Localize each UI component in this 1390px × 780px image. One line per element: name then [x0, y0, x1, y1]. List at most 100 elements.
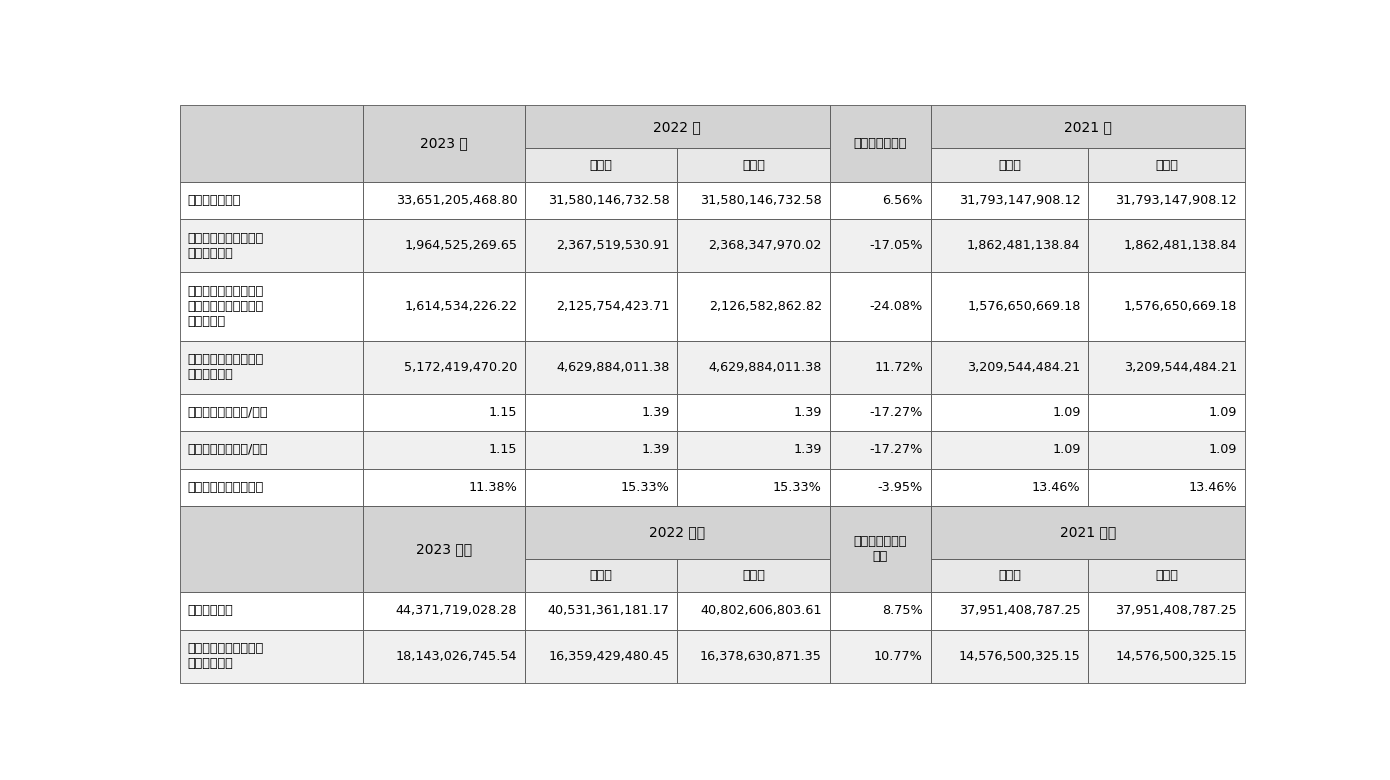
Text: 1.39: 1.39 — [794, 406, 821, 419]
Text: 1.09: 1.09 — [1209, 443, 1237, 456]
Bar — [677, 148, 830, 182]
Bar — [830, 506, 931, 592]
Text: 2,368,347,970.02: 2,368,347,970.02 — [709, 239, 821, 252]
Bar — [677, 219, 830, 272]
Text: 16,378,630,871.35: 16,378,630,871.35 — [701, 650, 821, 663]
Bar — [677, 629, 830, 682]
Text: 1.09: 1.09 — [1209, 406, 1237, 419]
Bar — [830, 592, 931, 629]
Text: 14,576,500,325.15: 14,576,500,325.15 — [959, 650, 1080, 663]
Bar — [179, 105, 363, 182]
Bar — [363, 105, 525, 182]
Bar — [677, 394, 830, 431]
Bar — [830, 394, 931, 431]
Text: 归属于上市公司股东的
净资产（元）: 归属于上市公司股东的 净资产（元） — [188, 642, 264, 670]
Bar — [179, 219, 363, 272]
Text: 2022 年: 2022 年 — [653, 120, 701, 133]
Bar — [677, 592, 830, 629]
Bar — [931, 105, 1245, 148]
Bar — [931, 469, 1088, 506]
Text: 营业收入（元）: 营业收入（元） — [188, 194, 240, 207]
Bar — [179, 629, 363, 682]
Bar — [1088, 629, 1245, 682]
Bar — [179, 394, 363, 431]
Text: -17.27%: -17.27% — [870, 443, 923, 456]
Bar — [179, 341, 363, 394]
Bar — [1088, 431, 1245, 469]
Bar — [677, 431, 830, 469]
Text: 经营活动产生的现金流
量净额（元）: 经营活动产生的现金流 量净额（元） — [188, 353, 264, 381]
Bar — [830, 219, 931, 272]
Text: 31,793,147,908.12: 31,793,147,908.12 — [1115, 194, 1237, 207]
Text: 33,651,205,468.80: 33,651,205,468.80 — [396, 194, 517, 207]
Text: 1.15: 1.15 — [489, 406, 517, 419]
Text: 1.39: 1.39 — [641, 443, 670, 456]
Text: 调整后: 调整后 — [742, 569, 764, 582]
Text: 4,629,884,011.38: 4,629,884,011.38 — [709, 361, 821, 374]
Text: 本年比上年增减: 本年比上年增减 — [853, 137, 906, 150]
Bar — [931, 148, 1088, 182]
Bar — [1088, 182, 1245, 219]
Bar — [830, 182, 931, 219]
Text: 31,793,147,908.12: 31,793,147,908.12 — [959, 194, 1080, 207]
Text: 1,862,481,138.84: 1,862,481,138.84 — [967, 239, 1080, 252]
Text: 调整前: 调整前 — [998, 569, 1020, 582]
Text: 稀释每股收益（元/股）: 稀释每股收益（元/股） — [188, 443, 268, 456]
Bar — [677, 341, 830, 394]
Bar — [179, 182, 363, 219]
Text: 调整前: 调整前 — [998, 158, 1020, 172]
Bar — [677, 469, 830, 506]
Text: 调整后: 调整后 — [1155, 158, 1177, 172]
Text: 40,531,361,181.17: 40,531,361,181.17 — [548, 604, 670, 618]
Text: 3,209,544,484.21: 3,209,544,484.21 — [1125, 361, 1237, 374]
Text: 14,576,500,325.15: 14,576,500,325.15 — [1115, 650, 1237, 663]
Bar — [931, 341, 1088, 394]
Text: 2022 年末: 2022 年末 — [649, 526, 705, 540]
Bar — [1088, 272, 1245, 341]
Bar — [525, 592, 677, 629]
Text: 31,580,146,732.58: 31,580,146,732.58 — [548, 194, 670, 207]
Bar — [525, 219, 677, 272]
Text: 11.38%: 11.38% — [468, 480, 517, 494]
Text: 2023 年末: 2023 年末 — [416, 542, 473, 556]
Text: 15.33%: 15.33% — [620, 480, 670, 494]
Bar — [1088, 148, 1245, 182]
Text: 2021 年末: 2021 年末 — [1059, 526, 1116, 540]
Text: 37,951,408,787.25: 37,951,408,787.25 — [1115, 604, 1237, 618]
Bar — [363, 394, 525, 431]
Text: 10.77%: 10.77% — [874, 650, 923, 663]
Bar — [525, 506, 830, 559]
Bar — [179, 592, 363, 629]
Text: 18,143,026,745.54: 18,143,026,745.54 — [396, 650, 517, 663]
Text: 6.56%: 6.56% — [883, 194, 923, 207]
Text: 调整后: 调整后 — [742, 158, 764, 172]
Bar — [525, 559, 677, 592]
Text: 调整后: 调整后 — [1155, 569, 1177, 582]
Text: 归属于上市公司股东的
扣除非经常性损益的净
利润（元）: 归属于上市公司股东的 扣除非经常性损益的净 利润（元） — [188, 285, 264, 328]
Text: 基本每股收益（元/股）: 基本每股收益（元/股） — [188, 406, 268, 419]
Bar — [830, 469, 931, 506]
Bar — [830, 105, 931, 182]
Text: 3,209,544,484.21: 3,209,544,484.21 — [967, 361, 1080, 374]
Bar — [525, 105, 830, 148]
Text: 40,802,606,803.61: 40,802,606,803.61 — [701, 604, 821, 618]
Bar — [363, 272, 525, 341]
Text: 8.75%: 8.75% — [883, 604, 923, 618]
Bar — [677, 272, 830, 341]
Bar — [525, 148, 677, 182]
Bar — [179, 469, 363, 506]
Bar — [931, 182, 1088, 219]
Bar — [677, 559, 830, 592]
Bar — [363, 182, 525, 219]
Text: 总资产（元）: 总资产（元） — [188, 604, 234, 618]
Bar — [525, 394, 677, 431]
Bar — [1088, 559, 1245, 592]
Bar — [1088, 219, 1245, 272]
Text: 13.46%: 13.46% — [1031, 480, 1080, 494]
Text: 16,359,429,480.45: 16,359,429,480.45 — [548, 650, 670, 663]
Bar — [363, 341, 525, 394]
Text: 1.39: 1.39 — [641, 406, 670, 419]
Text: 15.33%: 15.33% — [773, 480, 821, 494]
Bar — [931, 592, 1088, 629]
Text: 5,172,419,470.20: 5,172,419,470.20 — [404, 361, 517, 374]
